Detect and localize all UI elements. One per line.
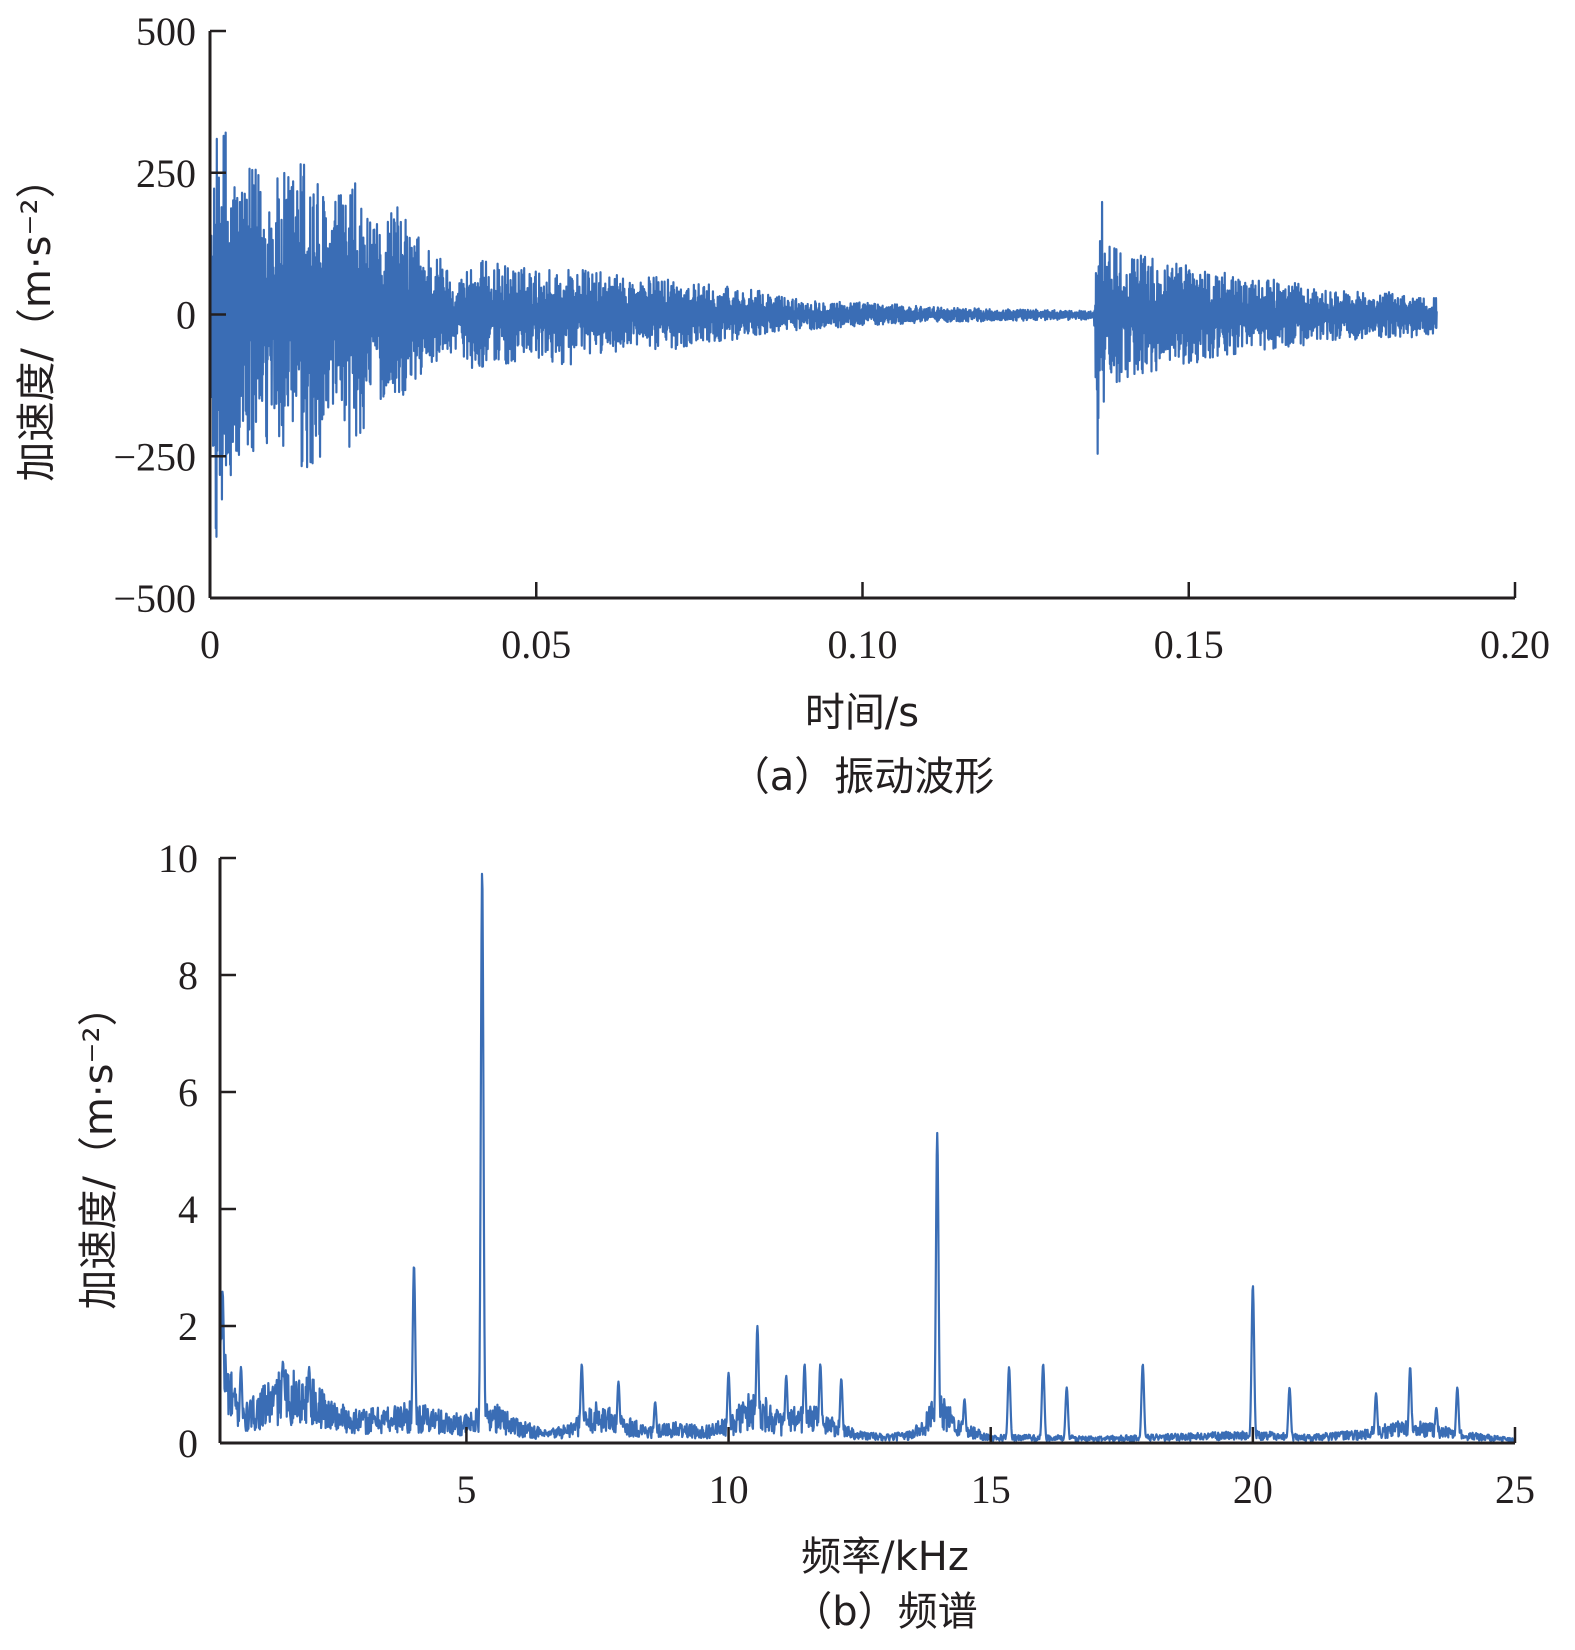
chart-b-x-tick-label: 20 — [1233, 1467, 1273, 1512]
chart-b-plot-area — [218, 872, 1516, 1443]
chart-a-y-tick-label: 500 — [136, 9, 196, 54]
chart-a-x-tick-label: 0.20 — [1480, 622, 1550, 667]
chart-b-x-tick-label: 10 — [709, 1467, 749, 1512]
chart-b-caption: （b）频谱 — [792, 1589, 977, 1635]
chart-b-frequency-spectrum-line — [218, 872, 1516, 1443]
chart-a-x-tick-label: 0.10 — [828, 622, 898, 667]
chart-a-plot-area — [208, 131, 1438, 538]
chart-b-x-tick-label: 15 — [971, 1467, 1011, 1512]
chart-b-x-ticks: 5 10 15 20 25 — [456, 1427, 1535, 1512]
chart-a-y-tick-label: 250 — [136, 151, 196, 196]
chart-a-x-tick-label: 0.15 — [1154, 622, 1224, 667]
chart-b-y-tick-label: 8 — [178, 953, 198, 998]
chart-b-y-tick-label: 4 — [178, 1187, 198, 1232]
chart-b-y-tick-label: 10 — [158, 836, 198, 881]
chart-b-x-tick-label: 25 — [1495, 1467, 1535, 1512]
chart-b-y-ticks: 10 8 6 4 2 0 — [158, 836, 236, 1466]
chart-a-caption: （a）振动波形 — [730, 754, 995, 800]
chart-b-y-tick-label: 2 — [178, 1304, 198, 1349]
chart-b-y-tick-label: 6 — [178, 1070, 198, 1115]
chart-a-y-axis-title: 加速度/（m·s⁻²） — [14, 158, 60, 481]
chart-a-y-tick-label: −250 — [113, 434, 196, 479]
chart-a-x-ticks: 0 0.05 0.10 0.15 0.20 — [200, 582, 1550, 667]
chart-b-x-axis-title: 频率/kHz — [801, 1534, 969, 1580]
chart-b-x-tick-label: 5 — [456, 1467, 476, 1512]
chart-a-x-tick-label: 0 — [200, 622, 220, 667]
chart-a-y-ticks: 500 250 0 −250 −500 — [113, 9, 226, 621]
chart-a-x-tick-label: 0.05 — [501, 622, 571, 667]
chart-a: 500 250 0 −250 −500 0 0.05 0.10 0.15 0.20 时间/s 加… — [14, 9, 1550, 800]
chart-a-vibration-waveform-line — [208, 131, 1438, 538]
chart-a-y-tick-label: 0 — [176, 293, 196, 338]
chart-a-y-tick-label: −500 — [113, 576, 196, 621]
chart-a-x-axis-title: 时间/s — [805, 690, 919, 736]
chart-b-y-axis-title: 加速度/（m·s⁻²） — [76, 986, 122, 1309]
chart-b-y-tick-label: 0 — [178, 1421, 198, 1466]
